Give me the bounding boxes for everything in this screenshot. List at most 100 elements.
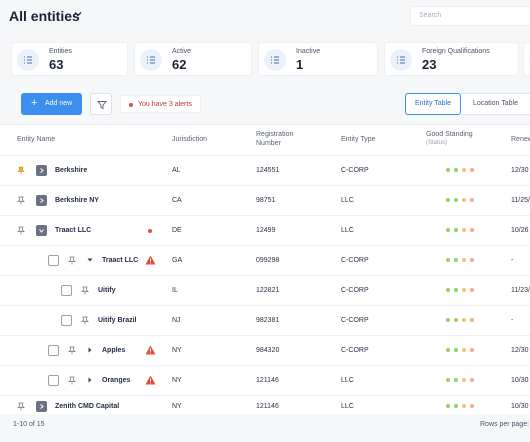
warning-icon bbox=[145, 345, 156, 355]
good-standing-indicator bbox=[446, 378, 480, 384]
entities-table: Entity Name Jurisdiction Registration Nu… bbox=[0, 124, 530, 414]
page-header: All entities Search bbox=[0, 0, 530, 32]
stat-label: Inactive bbox=[296, 48, 321, 55]
pin-icon[interactable] bbox=[68, 346, 76, 355]
stat-label: Entities bbox=[49, 48, 72, 55]
expand-button[interactable] bbox=[36, 165, 47, 176]
caret-down-icon[interactable] bbox=[87, 257, 93, 263]
column-header-entity-type[interactable]: Entity Type bbox=[341, 136, 376, 143]
pin-icon[interactable] bbox=[68, 256, 76, 265]
stat-card-entities[interactable]: Entities 63 bbox=[11, 42, 128, 76]
pin-icon[interactable] bbox=[17, 166, 25, 175]
stat-card-foreign-qualifications[interactable]: Foreign Qualifications 23 bbox=[384, 42, 519, 76]
expand-button[interactable] bbox=[36, 401, 47, 412]
filter-button[interactable] bbox=[90, 93, 112, 115]
column-header-jurisdiction[interactable]: Jurisdiction bbox=[172, 136, 208, 143]
entity-name-link[interactable]: Zenith CMD Capital bbox=[55, 403, 120, 410]
tab-location-table[interactable]: Location Table bbox=[461, 93, 530, 115]
column-header-good-standing-sub: (Status) bbox=[426, 140, 448, 146]
add-new-button[interactable]: + Add new bbox=[21, 93, 82, 115]
registration-cell: 121146 bbox=[256, 377, 279, 384]
jurisdiction-cell: GA bbox=[172, 257, 183, 264]
jurisdiction-cell: NY bbox=[172, 403, 182, 410]
table-row[interactable]: Oranges NY 121146 LLC 10/30 bbox=[0, 365, 530, 395]
stats-bar: Entities 63 Active 62 Inactive 1 Foreign… bbox=[0, 42, 530, 76]
entity-type-cell: C-CORP bbox=[341, 347, 369, 354]
warning-icon bbox=[145, 375, 156, 385]
registration-cell: 099298 bbox=[256, 257, 280, 264]
stat-card-active[interactable]: Active 62 bbox=[134, 42, 252, 76]
table-row[interactable]: Traact LLC DE 12499 LLC 10/26 bbox=[0, 215, 530, 245]
column-header-good-standing[interactable]: Good Standing (Status) bbox=[426, 130, 473, 148]
list-icon bbox=[264, 49, 286, 71]
pin-icon[interactable] bbox=[17, 402, 25, 411]
renewal-cell: 10/26 bbox=[511, 227, 529, 234]
warning-icon bbox=[145, 255, 156, 265]
entity-type-cell: LLC bbox=[341, 197, 354, 204]
renewal-cell: 12/30 bbox=[511, 347, 529, 354]
column-header-renewal[interactable]: Renew bbox=[511, 136, 530, 143]
entity-name-link[interactable]: Oranges bbox=[102, 377, 131, 384]
stat-value: 23 bbox=[422, 57, 437, 72]
table-row[interactable]: Uitify Brazil NJ 982381 C-CORP - bbox=[0, 305, 530, 335]
pin-icon[interactable] bbox=[17, 226, 25, 235]
search-input[interactable]: Search bbox=[410, 6, 530, 26]
entity-type-cell: C-CORP bbox=[341, 257, 369, 264]
row-checkbox[interactable] bbox=[61, 285, 72, 296]
column-header-registration[interactable]: Registration Number bbox=[256, 130, 293, 148]
list-icon bbox=[390, 49, 412, 71]
entity-type-cell: LLC bbox=[341, 377, 354, 384]
tab-entity-table[interactable]: Entity Table bbox=[405, 93, 461, 115]
good-standing-indicator bbox=[446, 404, 480, 410]
stat-card-partial[interactable] bbox=[523, 42, 530, 76]
jurisdiction-cell: DE bbox=[172, 227, 182, 234]
caret-right-icon[interactable] bbox=[87, 377, 93, 383]
row-checkbox[interactable] bbox=[48, 345, 59, 356]
pagination-range: 1-10 of 15 bbox=[13, 421, 45, 428]
list-icon bbox=[140, 49, 162, 71]
entity-name-link[interactable]: Berkshire bbox=[55, 167, 88, 174]
alerts-badge[interactable]: You have 3 alerts bbox=[120, 95, 201, 113]
row-checkbox[interactable] bbox=[48, 375, 59, 386]
pin-icon[interactable] bbox=[17, 196, 25, 205]
registration-cell: 98751 bbox=[256, 197, 276, 204]
renewal-cell: 10/30 bbox=[511, 403, 529, 410]
table-row[interactable]: Berkshire NY CA 98751 LLC 11/25/ bbox=[0, 185, 530, 215]
column-header-registration-line1: Registration bbox=[256, 131, 294, 138]
alert-dot-icon bbox=[148, 229, 152, 233]
rows-per-page-label[interactable]: Rows per page: bbox=[480, 421, 530, 428]
pin-icon[interactable] bbox=[81, 286, 89, 295]
pin-icon[interactable] bbox=[68, 376, 76, 385]
pin-icon[interactable] bbox=[81, 316, 89, 325]
table-row[interactable]: Berkshire AL 124551 C-CORP 12/30 bbox=[0, 155, 530, 185]
expand-button[interactable] bbox=[36, 195, 47, 206]
stat-value: 62 bbox=[172, 57, 187, 72]
renewal-cell: 10/30 bbox=[511, 377, 529, 384]
table-row[interactable]: Uitify IL 122821 C-CORP 11/23/ bbox=[0, 275, 530, 305]
table-row[interactable]: Zenith CMD Capital NY 121146 LLC 10/30 bbox=[0, 395, 530, 415]
column-header-entity-name[interactable]: Entity Name bbox=[17, 136, 56, 143]
jurisdiction-cell: NY bbox=[172, 347, 182, 354]
entity-name-link[interactable]: Uitify Brazil bbox=[98, 317, 137, 324]
alerts-text: You have 3 alerts bbox=[138, 101, 192, 108]
table-row[interactable]: Traact LLC GA 099298 C-CORP - bbox=[0, 245, 530, 275]
column-header-registration-line2: Number bbox=[256, 140, 281, 147]
row-checkbox[interactable] bbox=[48, 255, 59, 266]
renewal-cell: 11/23/ bbox=[511, 287, 530, 294]
entity-name-link[interactable]: Apples bbox=[102, 347, 126, 354]
chevron-down-icon[interactable] bbox=[73, 9, 83, 19]
renewal-cell: - bbox=[511, 317, 514, 324]
caret-right-icon[interactable] bbox=[87, 347, 93, 353]
stat-card-inactive[interactable]: Inactive 1 bbox=[258, 42, 378, 76]
add-new-label: Add new bbox=[45, 100, 73, 107]
entity-name-link[interactable]: Uitify bbox=[98, 287, 116, 294]
entity-name-link[interactable]: Traact LLC bbox=[102, 257, 139, 264]
row-checkbox[interactable] bbox=[61, 315, 72, 326]
renewal-cell: 12/30 bbox=[511, 167, 529, 174]
entity-name-link[interactable]: Traact LLC bbox=[55, 227, 92, 234]
good-standing-indicator bbox=[446, 198, 480, 204]
entity-name-link[interactable]: Berkshire NY bbox=[55, 197, 99, 204]
stat-label: Active bbox=[172, 48, 192, 55]
table-row[interactable]: Apples NY 984320 C-CORP 12/30 bbox=[0, 335, 530, 365]
collapse-button[interactable] bbox=[36, 225, 47, 236]
